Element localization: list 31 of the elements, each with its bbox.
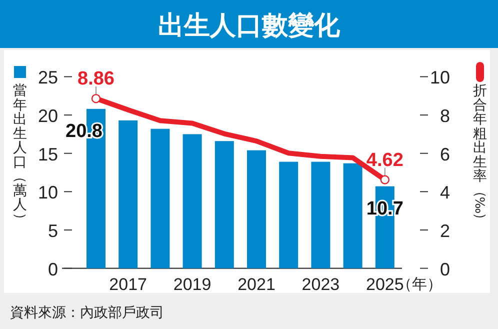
y2-tick-label: 6 xyxy=(440,144,450,164)
bar xyxy=(118,120,138,268)
bar xyxy=(343,163,362,268)
text: 折合年粗出生率（‰） xyxy=(472,83,488,227)
y-tick-label: 10 xyxy=(38,182,58,203)
y-tick-label: 15 xyxy=(38,144,58,164)
y2-tick-label: 2 xyxy=(440,220,450,241)
x-tick-label: 2021 xyxy=(238,275,276,294)
y-tick-label: 5 xyxy=(48,220,58,241)
source-note: 資料來源：內政部戶政司 xyxy=(10,305,164,321)
x-tick-label: 2025 xyxy=(366,275,404,294)
y2-tick-label: 8 xyxy=(440,106,450,126)
y2-tick-label: 10 xyxy=(430,68,450,88)
x-tick-label: 2019 xyxy=(173,275,212,294)
y2-tick-label: 4 xyxy=(440,182,450,203)
chart-title: 出生人口數變化 xyxy=(158,11,341,41)
bar xyxy=(311,162,330,268)
y-tick-label: 20 xyxy=(38,106,58,126)
y2-tick-label: 0 xyxy=(440,259,450,280)
data-label: 4.62 xyxy=(366,150,404,171)
bar xyxy=(247,150,266,268)
x-tick-label: 2017 xyxy=(109,275,148,294)
text: 當年出生人口（萬人） xyxy=(12,83,28,227)
y-tick-label: 25 xyxy=(38,68,58,88)
bar xyxy=(214,141,234,268)
bar xyxy=(182,134,202,268)
bar xyxy=(279,162,298,268)
bar xyxy=(150,128,170,268)
x-tick-label: 2023 xyxy=(302,275,340,294)
data-label: 8.86 xyxy=(78,68,114,90)
y-tick-label: 0 xyxy=(48,259,58,280)
